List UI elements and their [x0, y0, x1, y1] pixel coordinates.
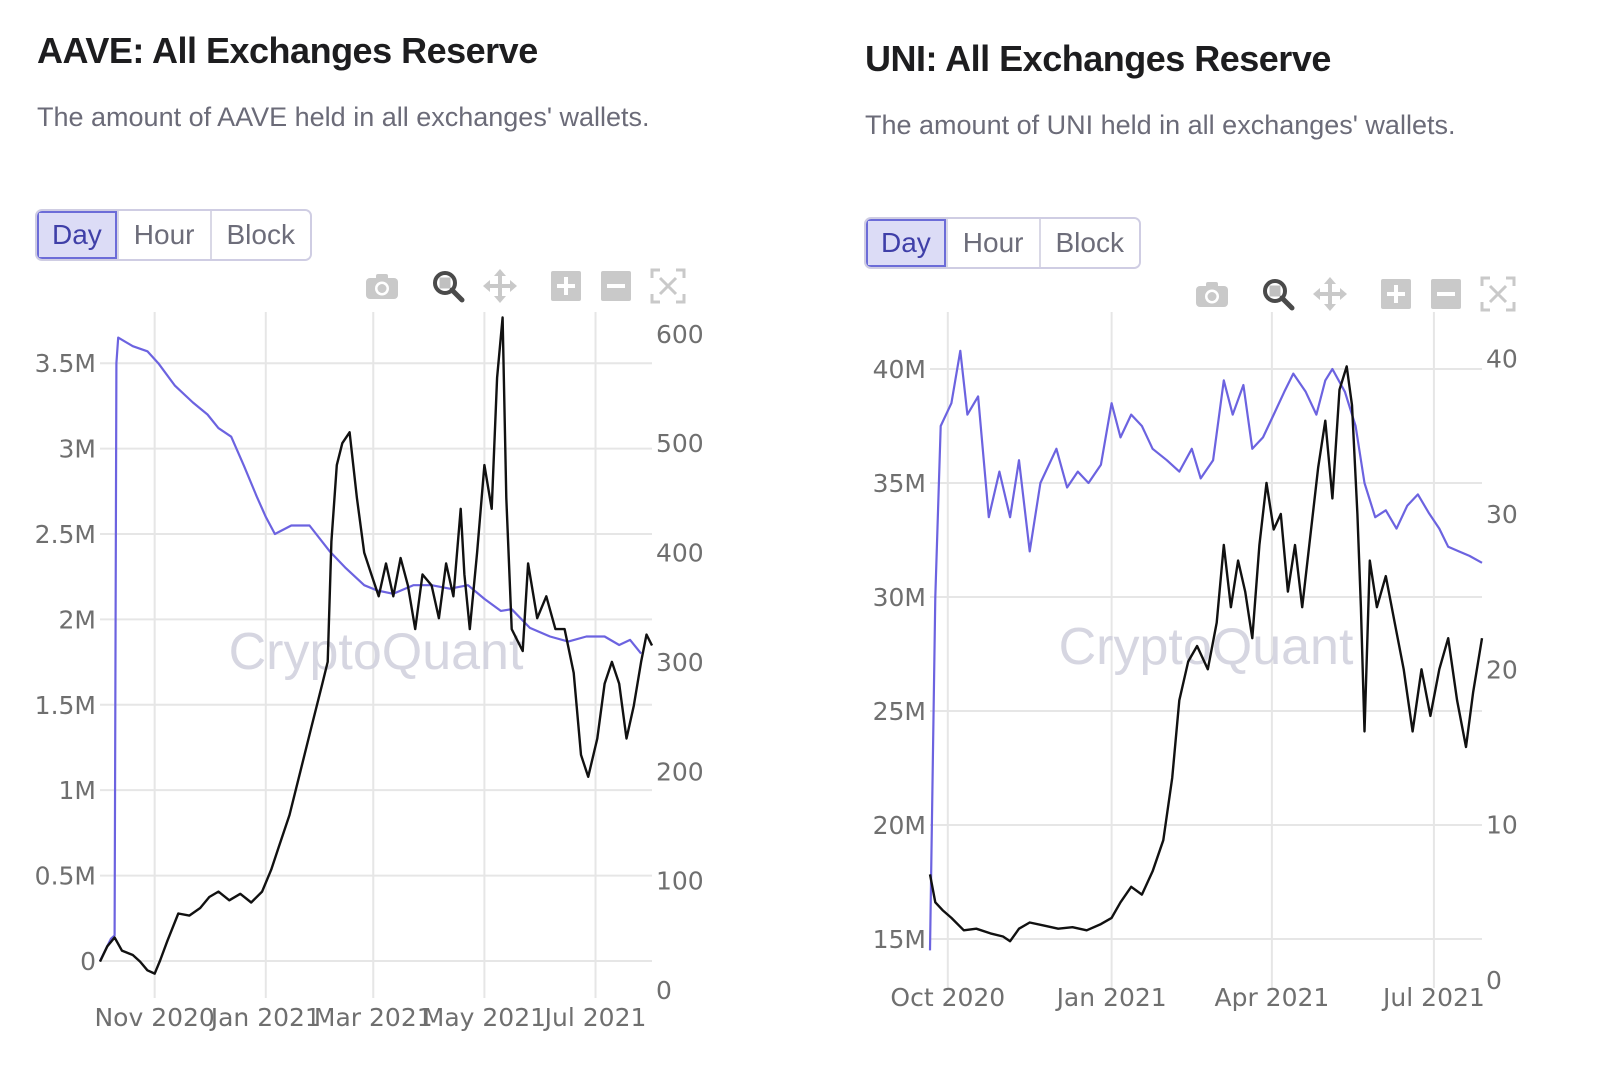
- x-tick-label: Mar 2021: [314, 1003, 433, 1032]
- watermark: CryptoQuant: [229, 623, 524, 681]
- y-left-tick-label: 0: [80, 947, 96, 976]
- y-right-tick-label: 0: [656, 976, 672, 1005]
- y-left-tick-label: 3.5M: [35, 349, 96, 378]
- chart-title: UNI: All Exchanges Reserve: [865, 38, 1331, 79]
- y-right-tick-label: 100: [656, 867, 704, 896]
- price-line: [928, 365, 1484, 943]
- zoom-out-icon[interactable]: [1426, 274, 1466, 314]
- y-left-tick-label: 35M: [873, 469, 926, 498]
- tab-block[interactable]: Block: [209, 211, 310, 259]
- y-right-tick-label: 0: [1486, 966, 1502, 995]
- tab-hour[interactable]: Hour: [945, 219, 1039, 267]
- y-right-tick-label: 600: [656, 320, 704, 349]
- granularity-tabs: Day Hour Block: [864, 217, 1141, 269]
- y-left-tick-label: 30M: [873, 583, 926, 612]
- y-right-tick-label: 40: [1486, 345, 1518, 374]
- y-right-tick-label: 200: [656, 757, 704, 786]
- camera-icon[interactable]: [362, 266, 402, 306]
- y-left-tick-label: 2.5M: [35, 520, 96, 549]
- tab-block[interactable]: Block: [1038, 219, 1139, 267]
- x-tick-label: Jul 2021: [543, 1003, 647, 1032]
- x-tick-label: Nov 2020: [94, 1003, 214, 1032]
- zoom-in-icon[interactable]: [1376, 274, 1416, 314]
- uni-chart: 15M 20M 25M 30M 35M 40M Oct 2020 Jan 2021 Apr 20…: [873, 312, 1518, 1012]
- zoom-out-icon[interactable]: [596, 266, 636, 306]
- tab-hour[interactable]: Hour: [116, 211, 210, 259]
- reserve-line: [928, 349, 1483, 951]
- chart-toolbar: [1192, 274, 1518, 314]
- y-left-tick-label: 1.5M: [35, 691, 96, 720]
- camera-icon[interactable]: [1192, 274, 1232, 314]
- chart-toolbar: [362, 266, 688, 306]
- zoom-in-icon[interactable]: [546, 266, 586, 306]
- y-left-tick-label: 15M: [873, 925, 926, 954]
- autoscale-icon[interactable]: [1478, 274, 1518, 314]
- y-left-tick-label: 25M: [873, 697, 926, 726]
- zoom-icon[interactable]: [428, 266, 468, 306]
- y-right-tick-label: 300: [656, 648, 704, 677]
- y-left-tick-label: 0.5M: [35, 862, 96, 891]
- chart-subtitle: The amount of AAVE held in all exchanges…: [37, 102, 650, 132]
- autoscale-icon[interactable]: [648, 266, 688, 306]
- pan-icon[interactable]: [1310, 274, 1350, 314]
- aave-panel: AAVE: All Exchanges Reserve The amount o…: [35, 30, 704, 1032]
- granularity-tabs: Day Hour Block: [35, 209, 312, 261]
- y-right-tick-label: 20: [1486, 655, 1518, 684]
- y-left-tick-label: 40M: [873, 355, 926, 384]
- pan-icon[interactable]: [480, 266, 520, 306]
- chart-title: AAVE: All Exchanges Reserve: [37, 30, 538, 71]
- price-line: [98, 316, 654, 975]
- x-tick-label: Oct 2020: [890, 983, 1005, 1012]
- x-tick-label: Jan 2021: [209, 1003, 321, 1032]
- y-right-tick-label: 30: [1486, 500, 1518, 529]
- x-tick-label: May 2021: [423, 1003, 546, 1032]
- y-left-tick-label: 2M: [59, 605, 96, 634]
- y-right-tick-label: 10: [1486, 811, 1518, 840]
- uni-panel: UNI: All Exchanges Reserve The amount of…: [830, 0, 1600, 1076]
- y-right-tick-label: 500: [656, 429, 704, 458]
- chart-subtitle: The amount of UNI held in all exchanges'…: [865, 110, 1456, 140]
- y-left-tick-label: 20M: [873, 811, 926, 840]
- x-tick-label: Jul 2021: [1381, 983, 1485, 1012]
- y-left-tick-label: 1M: [59, 776, 96, 805]
- x-tick-label: Jan 2021: [1055, 983, 1167, 1012]
- tab-day[interactable]: Day: [866, 219, 946, 267]
- x-tick-label: Apr 2021: [1214, 983, 1329, 1012]
- tab-day[interactable]: Day: [37, 211, 117, 259]
- y-right-tick-label: 400: [656, 539, 704, 568]
- zoom-icon[interactable]: [1258, 274, 1298, 314]
- reserve-line: [99, 336, 642, 962]
- y-left-tick-label: 3M: [59, 435, 96, 464]
